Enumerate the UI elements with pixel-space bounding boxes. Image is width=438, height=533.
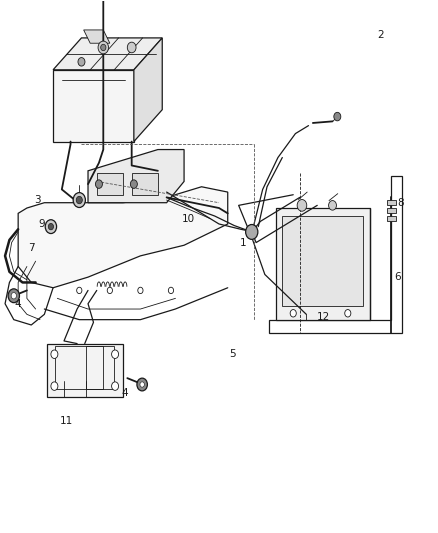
Bar — [86, 346, 114, 389]
Polygon shape — [84, 30, 110, 43]
Text: 12: 12 — [317, 312, 330, 322]
Circle shape — [246, 224, 258, 239]
Text: 1: 1 — [240, 238, 246, 247]
Text: 9: 9 — [39, 219, 46, 229]
Circle shape — [297, 199, 307, 211]
Circle shape — [328, 200, 336, 210]
Circle shape — [107, 287, 113, 294]
Polygon shape — [134, 38, 162, 142]
Circle shape — [73, 192, 85, 207]
Circle shape — [98, 41, 109, 54]
Circle shape — [345, 310, 351, 317]
Text: 4: 4 — [122, 388, 128, 398]
Text: 8: 8 — [397, 198, 403, 208]
Polygon shape — [53, 38, 162, 70]
Circle shape — [127, 42, 136, 53]
Text: 3: 3 — [35, 195, 41, 205]
Text: 5: 5 — [229, 349, 235, 359]
Circle shape — [77, 287, 82, 294]
Circle shape — [101, 44, 106, 51]
Bar — [387, 200, 396, 205]
Circle shape — [112, 382, 119, 390]
Circle shape — [140, 382, 145, 387]
Text: 11: 11 — [60, 416, 73, 426]
Circle shape — [51, 382, 58, 390]
Text: 7: 7 — [28, 243, 35, 253]
Bar — [283, 216, 363, 306]
Bar — [276, 208, 370, 320]
Circle shape — [138, 287, 143, 294]
Bar — [387, 216, 396, 221]
Circle shape — [8, 289, 19, 303]
Circle shape — [95, 180, 102, 188]
Circle shape — [334, 112, 341, 121]
Circle shape — [290, 310, 296, 317]
Text: 2: 2 — [377, 30, 384, 41]
Circle shape — [137, 378, 148, 391]
Polygon shape — [88, 150, 184, 203]
Circle shape — [78, 58, 85, 66]
Polygon shape — [18, 187, 228, 288]
Circle shape — [131, 180, 138, 188]
Circle shape — [45, 220, 57, 233]
Circle shape — [11, 293, 16, 299]
Circle shape — [51, 350, 58, 359]
Text: 4: 4 — [14, 298, 21, 309]
Bar — [132, 173, 158, 195]
Polygon shape — [53, 70, 134, 142]
Circle shape — [76, 196, 82, 204]
Bar — [46, 344, 123, 397]
Text: 6: 6 — [395, 272, 401, 282]
Bar — [387, 208, 396, 213]
Bar — [55, 346, 103, 389]
Circle shape — [48, 223, 53, 230]
Circle shape — [168, 287, 173, 294]
Circle shape — [112, 350, 119, 359]
Text: 10: 10 — [182, 214, 195, 224]
Bar — [97, 173, 123, 195]
